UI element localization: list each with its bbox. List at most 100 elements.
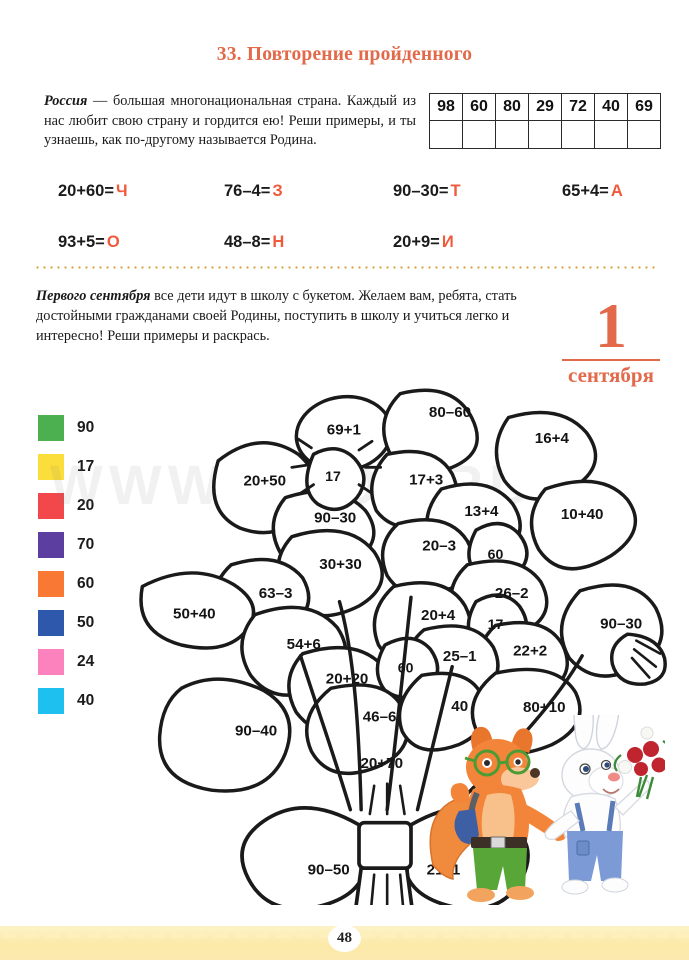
stem-line (385, 595, 413, 812)
picture-label: 46–6 (363, 709, 397, 726)
rabbit-pocket (576, 840, 590, 856)
equation-answer-letter: А (610, 182, 623, 200)
equation-answer-letter: З (272, 182, 283, 200)
equation-expression: 93+5= (58, 233, 105, 251)
bow-left-loop (240, 806, 366, 905)
legend-swatch-orange (38, 570, 64, 597)
picture-label: 20+70 (360, 755, 403, 772)
intro-body-text: — большая многонациональная страна. Кажд… (44, 93, 416, 148)
flower-center-shape (305, 447, 366, 512)
date-day-number: 1 (595, 290, 627, 361)
squirrel-arm (450, 783, 470, 803)
legend-value: 24 (77, 652, 95, 670)
legend-item: 90 (38, 408, 94, 447)
rabbit-character (544, 698, 651, 895)
table-cell-number: 72 (561, 93, 595, 121)
second-paragraph: Первого сентября все дети идут в школу с… (36, 286, 556, 346)
picture-label: 20–3 (422, 537, 456, 554)
picture-label: 20+20 (326, 671, 369, 688)
equation-row-1: 20+60= Ч 76–4= З 90–30= Т 65+4= А (0, 182, 689, 212)
stem-line (298, 654, 353, 812)
rabbit-overalls (567, 831, 623, 881)
intro-paragraph: Россия — большая многонациональная стран… (44, 92, 416, 151)
picture-label: 16+4 (535, 430, 570, 447)
equation-item: 76–4= З (224, 182, 283, 201)
equation-item: 48–8= Н (224, 233, 284, 252)
table-cell-answer-blank[interactable] (495, 120, 529, 149)
squirrel-glasses (464, 749, 531, 777)
legend-value: 20 (77, 496, 95, 514)
equation-row-2: 93+5= О 48–8= Н 20+9= И (0, 233, 689, 263)
table-cell-answer-blank[interactable] (429, 120, 463, 149)
table-cell-number: 98 (429, 93, 463, 121)
intro-lead-word: Россия (44, 93, 88, 109)
picture-label: 30+30 (319, 556, 362, 573)
bow-tail (354, 866, 414, 905)
equation-item: 20+60= Ч (58, 182, 128, 201)
picture-label: 90–50 (308, 861, 350, 878)
rabbit-ear (573, 698, 594, 750)
table-cell-answer-blank[interactable] (561, 120, 595, 149)
equation-expression: 20+60= (58, 182, 114, 200)
picture-label: 54+6 (287, 636, 321, 653)
color-legend: 90 17 20 70 60 50 24 40 (38, 408, 94, 720)
legend-item: 17 (38, 447, 94, 486)
picture-label-group: 69+1 80–60 16+4 20+50 17 17+3 90–30 13+4… (173, 404, 642, 878)
table-row-numbers: 98 60 80 29 72 40 69 (429, 93, 661, 121)
squirrel-pants (473, 848, 527, 890)
squirrel-nose (530, 768, 540, 778)
rabbit-foot (601, 877, 629, 893)
picture-label: 17 (488, 616, 504, 632)
squirrel-belt-buckle (490, 836, 506, 849)
picture-label: 17+3 (409, 471, 443, 488)
picture-label: 25–1 (443, 648, 477, 665)
equation-expression: 65+4= (562, 182, 609, 200)
equation-answer-letter: И (441, 233, 454, 251)
table-cell-number: 60 (462, 93, 496, 121)
legend-value: 17 (77, 457, 95, 475)
stem-line (337, 599, 363, 812)
equation-expression: 76–4= (224, 182, 271, 200)
table-cell-answer-blank[interactable] (528, 120, 562, 149)
date-badge: 1 сентября (556, 290, 666, 388)
rabbit-foot (561, 879, 589, 895)
legend-swatch-red (38, 492, 64, 519)
dotted-divider (34, 266, 656, 269)
table-cell-answer-blank[interactable] (627, 120, 661, 149)
table-cell-number: 80 (495, 93, 529, 121)
second-paragraph-lead: Первого сентября (36, 288, 151, 304)
legend-item: 50 (38, 603, 94, 642)
picture-label: 20+50 (243, 472, 286, 489)
animals-illustration (425, 698, 672, 910)
picture-label: 50+40 (173, 606, 216, 623)
legend-value: 50 (77, 613, 95, 631)
leaf-shape (529, 479, 638, 571)
legend-swatch-purple (38, 531, 64, 558)
table-cell-number: 40 (594, 93, 628, 121)
table-cell-answer-blank[interactable] (594, 120, 628, 149)
equation-item: 20+9= И (393, 233, 454, 252)
legend-value: 40 (77, 691, 95, 709)
legend-swatch-green (38, 414, 64, 441)
legend-swatch-blue (38, 609, 64, 636)
picture-label: 17 (325, 468, 341, 484)
bud-sepal-shape (610, 632, 667, 686)
table-row-answers (429, 120, 661, 149)
equation-expression: 20+9= (393, 233, 440, 251)
rabbit-arm (544, 810, 580, 841)
second-paragraph-body: все дети идут в школу с букетом. Желаем … (36, 288, 517, 344)
picture-label: 26–2 (495, 585, 529, 602)
rabbit-ear (595, 700, 620, 750)
equation-answer-letter: Н (272, 233, 285, 251)
equation-answer-letter: О (106, 233, 120, 251)
picture-label: 80+10 (523, 699, 566, 716)
picture-label: 90–30 (600, 615, 642, 632)
table-cell-answer-blank[interactable] (462, 120, 496, 149)
legend-swatch-cyan (38, 687, 64, 714)
squirrel-muzzle (501, 767, 539, 791)
picture-label: 80–60 (429, 404, 471, 421)
equation-item: 90–30= Т (393, 182, 461, 201)
legend-value: 90 (77, 418, 95, 436)
picture-label: 69+1 (327, 422, 361, 439)
